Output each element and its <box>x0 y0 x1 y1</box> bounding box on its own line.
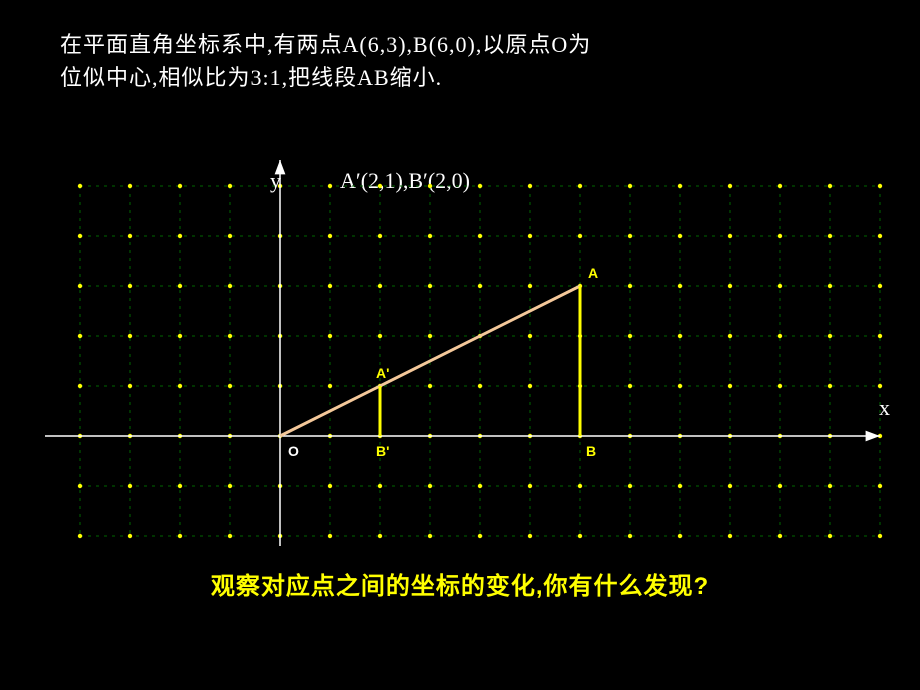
question-text: 观察对应点之间的坐标的变化,你有什么发现? <box>0 566 920 601</box>
problem-text: 在平面直角坐标系中,有两点A(6,3),B(6,0),以原点O为 位似中心,相似… <box>0 0 920 94</box>
y-axis-label: y <box>270 168 281 194</box>
svg-text:O: O <box>288 443 299 459</box>
svg-text:B': B' <box>376 443 389 459</box>
svg-text:B: B <box>586 443 596 459</box>
prime-coords-header: A′(2,1),B′(2,0) <box>340 168 470 194</box>
x-axis-label: x <box>879 395 890 421</box>
problem-line2: 位似中心,相似比为3:1,把线段AB缩小. <box>60 65 442 90</box>
svg-text:A': A' <box>376 365 389 381</box>
svg-text:A: A <box>588 265 598 281</box>
problem-line1: 在平面直角坐标系中,有两点A(6,3),B(6,0),以原点O为 <box>60 32 591 57</box>
